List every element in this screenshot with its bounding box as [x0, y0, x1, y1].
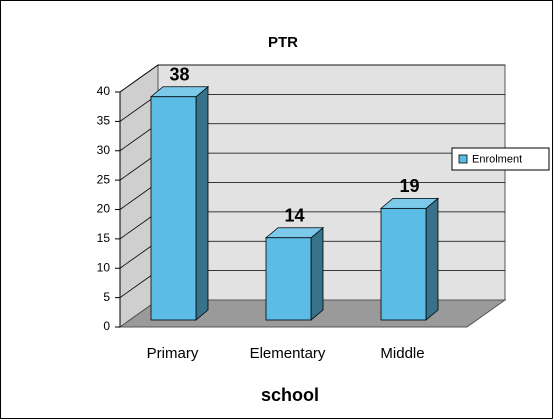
x-tick-label: Primary [147, 345, 199, 362]
x-axis-title: school [261, 385, 319, 405]
x-tick-label: Elementary [250, 345, 326, 362]
legend-swatch [458, 154, 468, 164]
bar-front [265, 237, 312, 321]
legend: Enrolment [451, 147, 550, 171]
x-tick-label: Middle [380, 345, 424, 362]
chart-title: PTR [268, 34, 298, 51]
y-tick-label: 10 [97, 260, 111, 274]
bar-side [310, 226, 324, 321]
y-tick-label: 5 [103, 290, 110, 304]
bar [264, 226, 325, 321]
legend-label: Enrolment [472, 153, 522, 165]
bar-front [150, 96, 197, 321]
y-tick-label: 25 [97, 172, 111, 186]
grid-line [119, 64, 505, 93]
legend-box [451, 147, 550, 171]
bar [379, 197, 440, 321]
bar [149, 85, 210, 321]
bar-side [425, 197, 439, 321]
bar-side [195, 85, 209, 321]
data-label: 19 [399, 176, 419, 196]
y-tick-label: 20 [97, 202, 111, 216]
y-tick-label: 30 [97, 143, 111, 157]
y-tick-label: 15 [97, 231, 111, 245]
bar-front [380, 207, 427, 321]
data-label: 14 [284, 206, 304, 226]
y-tick-label: 40 [97, 84, 111, 98]
data-label: 38 [169, 65, 189, 85]
y-tick-label: 0 [103, 319, 110, 333]
y-tick-label: 35 [97, 114, 111, 128]
